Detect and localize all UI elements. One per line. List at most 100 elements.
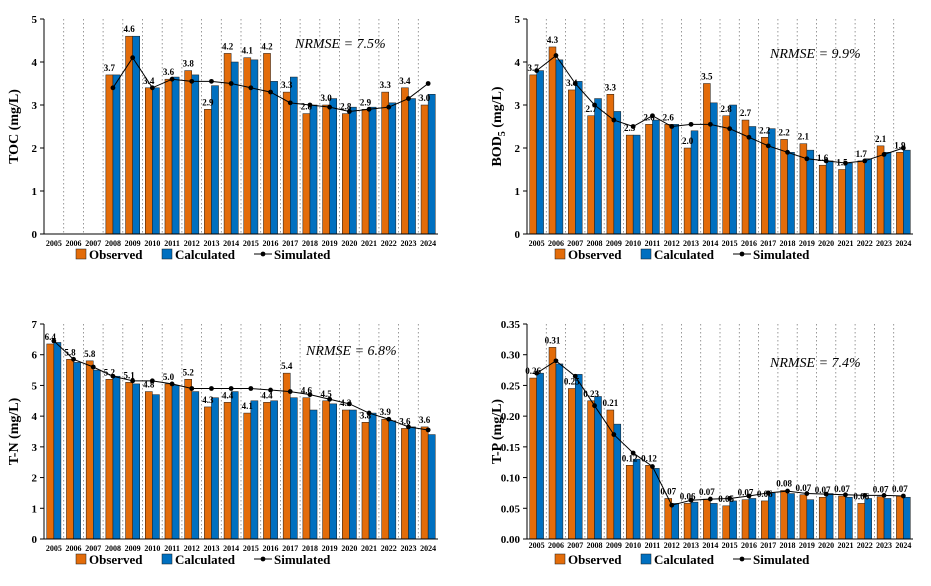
simulated-point [650, 464, 655, 469]
bar-observed [664, 124, 673, 235]
bar-observed [263, 402, 271, 540]
bar-calculated [388, 420, 397, 540]
bar-calculated [427, 434, 436, 540]
bar-calculated [787, 493, 795, 540]
observed-data-label: 5.4 [281, 361, 293, 371]
bar-observed [645, 465, 653, 540]
observed-data-label: 2.6 [663, 112, 675, 122]
x-tick-label: 2022 [381, 544, 397, 553]
x-tick-label: 2014 [702, 239, 718, 248]
simulated-point [785, 488, 790, 494]
bar-observed [322, 104, 330, 235]
bar-calculated [903, 496, 911, 540]
bar-calculated [632, 134, 641, 235]
bar-calculated [112, 375, 121, 540]
y-tick-label: 0.15 [501, 442, 521, 454]
x-tick-label: 2006 [548, 239, 564, 248]
observed-data-label: 2.9 [360, 97, 372, 107]
bar-calculated [710, 503, 718, 540]
bar-observed [401, 428, 409, 540]
bar-calculated [388, 102, 397, 235]
bar-observed [66, 359, 74, 540]
y-tick-label: 2 [32, 473, 38, 485]
x-tick-label: 2017 [282, 544, 298, 553]
simulated-point [765, 143, 771, 149]
y-tick-label: 4 [32, 57, 38, 69]
bar-calculated [748, 498, 757, 540]
observed-data-label: 0.06 [757, 489, 773, 499]
simulated-point [707, 496, 713, 502]
observed-data-label: 4.6 [123, 24, 135, 34]
bar-calculated [349, 106, 357, 235]
bar-calculated [729, 500, 737, 540]
x-tick-label: 2015 [243, 239, 259, 248]
x-tick-label: 2006 [66, 544, 82, 553]
bar-observed [420, 104, 429, 235]
bar-observed [703, 498, 711, 540]
bar-calculated [250, 400, 259, 540]
bar-observed [529, 377, 537, 540]
simulated-point [130, 378, 136, 384]
bar-observed [722, 115, 730, 235]
bar-calculated [652, 119, 660, 235]
bar-calculated [903, 149, 911, 235]
bar-calculated [132, 35, 140, 235]
bar-observed [282, 372, 291, 540]
bar-observed [548, 46, 557, 235]
observed-data-label: 2.7 [585, 104, 597, 114]
observed-data-label: 3.0 [419, 93, 431, 103]
observed-data-label: 5.2 [183, 367, 195, 377]
simulated-point [346, 109, 352, 114]
observed-data-label: 2.1 [798, 132, 810, 142]
simulated-point [169, 381, 175, 387]
x-tick-label: 2020 [341, 239, 357, 248]
bar-calculated [270, 400, 278, 540]
observed-data-label: 1.6 [817, 153, 829, 163]
observed-data-label: 3.3 [380, 80, 392, 90]
observed-data-label: 0.25 [564, 377, 580, 387]
legend-label-observed: Observed [568, 552, 622, 567]
bar-observed [818, 164, 827, 235]
observed-data-label: 6.4 [45, 332, 57, 342]
observed-data-label: 4.6 [301, 386, 313, 396]
observed-data-label: 0.07 [873, 485, 889, 495]
y-tick-label: 4 [32, 411, 38, 423]
bar-observed [105, 74, 114, 235]
observed-data-label: 2.9 [202, 97, 214, 107]
bar-calculated [211, 397, 219, 540]
simulated-line [53, 340, 429, 431]
observed-data-label: 3.5 [701, 72, 713, 82]
y-tick-label: 0.10 [501, 473, 521, 485]
x-tick-label: 2016 [741, 239, 757, 248]
simulated-point [268, 387, 273, 393]
simulated-point [804, 156, 810, 162]
simulated-point [592, 102, 597, 108]
x-tick-label: 2011 [645, 541, 661, 550]
x-tick-label: 2013 [683, 541, 699, 550]
observed-data-label: 0.21 [603, 398, 619, 408]
x-tick-label: 2010 [625, 541, 641, 550]
bar-observed [625, 465, 634, 540]
y-tick-label: 3 [32, 442, 38, 454]
bar-observed [876, 145, 885, 235]
x-tick-label: 2021 [361, 239, 377, 248]
simulated-point [425, 81, 431, 86]
bar-observed [548, 347, 557, 540]
chart-panel-3: 0 1 2 3 4 5 6 7 6.4 5.8 5.8 5.2 5.1 4.8 5.0 5.2 4.3 4.4 4.… [7, 319, 438, 567]
bar-observed [105, 379, 114, 540]
observed-data-label: 4.1 [242, 401, 254, 411]
observed-data-label: 5.8 [64, 347, 76, 357]
simulated-point [688, 121, 694, 127]
simulated-point [248, 85, 254, 91]
observed-data-label: 2.6 [643, 112, 655, 122]
x-tick-label: 2023 [400, 239, 416, 248]
x-tick-label: 2018 [302, 239, 318, 248]
bar-observed [302, 113, 311, 235]
bar-calculated [690, 501, 699, 540]
x-tick-label: 2017 [760, 239, 776, 248]
x-tick-label: 2010 [144, 544, 160, 553]
observed-data-label: 0.12 [641, 453, 657, 463]
y-tick-label: 1 [515, 186, 521, 198]
observed-data-label: 0.23 [583, 389, 599, 399]
bar-observed [568, 89, 576, 235]
